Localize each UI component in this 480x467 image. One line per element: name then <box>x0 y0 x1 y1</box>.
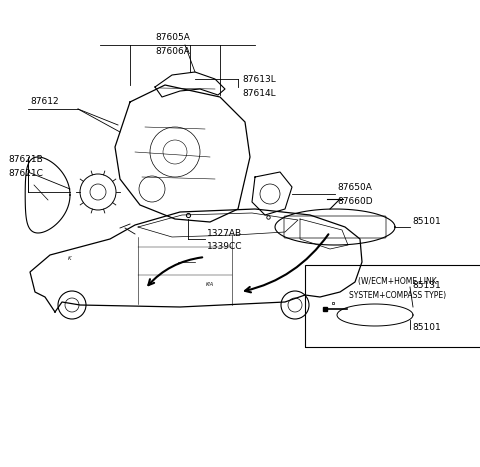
Text: 87650A: 87650A <box>337 183 372 191</box>
Text: (W/ECM+HOME LINK: (W/ECM+HOME LINK <box>358 277 437 286</box>
Text: 1327AB: 1327AB <box>207 228 242 238</box>
Text: 87605A: 87605A <box>155 33 190 42</box>
Text: 87612: 87612 <box>30 98 59 106</box>
Text: 87613L: 87613L <box>242 75 276 84</box>
Text: 87621C: 87621C <box>8 169 43 177</box>
Text: 85131: 85131 <box>412 281 441 290</box>
Text: 87660D: 87660D <box>337 197 372 205</box>
Bar <box>305 265 480 347</box>
Text: 87621B: 87621B <box>8 155 43 163</box>
Text: 85101: 85101 <box>412 217 441 226</box>
Text: 87614L: 87614L <box>242 89 276 98</box>
Text: 87606A: 87606A <box>155 47 190 56</box>
Text: SYSTEM+COMPASS TYPE): SYSTEM+COMPASS TYPE) <box>349 291 446 300</box>
Text: KIA: KIA <box>206 283 214 288</box>
Text: 1339CC: 1339CC <box>207 242 242 252</box>
Text: 85101: 85101 <box>412 323 441 332</box>
Text: K: K <box>68 256 72 262</box>
